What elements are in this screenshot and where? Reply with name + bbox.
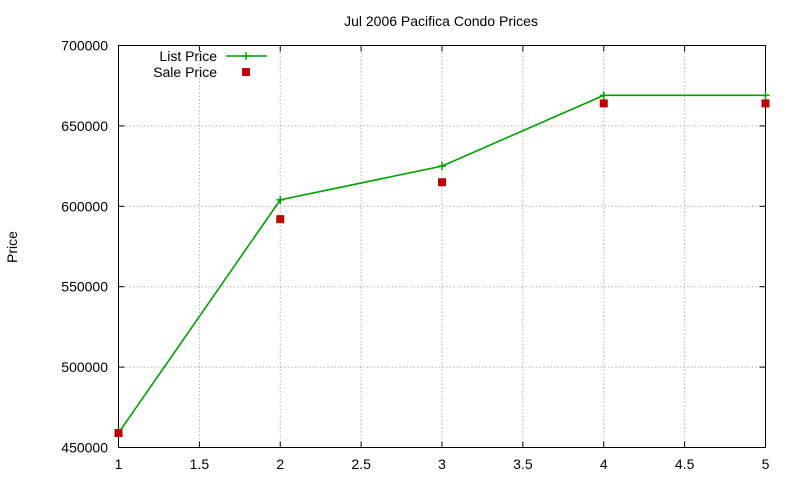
y-tick-label: 450000 xyxy=(61,440,108,456)
x-tick-label: 4.5 xyxy=(675,456,695,472)
list-price-point xyxy=(599,91,608,100)
x-tick-label: 1.5 xyxy=(190,456,210,472)
sale-price-point xyxy=(438,178,446,187)
x-tick-label: 2 xyxy=(276,456,284,472)
list-price-line xyxy=(117,94,766,434)
y-axis-label: Price xyxy=(4,231,20,263)
y-tick-label: 500000 xyxy=(61,359,108,375)
y-tick-label: 550000 xyxy=(61,279,108,295)
x-tick-label: 2.5 xyxy=(351,456,371,472)
legend-label-list-price: List Price xyxy=(159,48,217,64)
x-tick-label: 4 xyxy=(600,456,608,472)
axis-ticks: 1 1.5 2 2.5 3 3.5 4 4.5 5 450000 500000 550000 60000… xyxy=(61,38,769,473)
list-price-point xyxy=(438,162,446,171)
sale-price-point xyxy=(599,99,608,108)
legend-marker-sale-price xyxy=(242,68,250,76)
sale-price-point xyxy=(761,99,770,108)
list-price-point xyxy=(761,91,770,100)
legend-marker-list-price xyxy=(242,52,250,60)
grid-lines xyxy=(118,45,766,448)
x-tick-label: 5 xyxy=(762,456,770,472)
plot-border xyxy=(118,45,766,448)
chart-title: Jul 2006 Pacifica Condo Prices xyxy=(344,13,538,29)
list-price-point xyxy=(276,195,285,204)
sale-price-point xyxy=(114,429,123,438)
x-tick-label: 1 xyxy=(115,456,123,472)
x-tick-label: 3.5 xyxy=(513,456,533,472)
legend-label-sale-price: Sale Price xyxy=(153,64,217,80)
y-tick-label: 650000 xyxy=(61,118,108,134)
sale-price-point xyxy=(276,215,285,224)
series-layer xyxy=(114,91,770,438)
y-tick-label: 700000 xyxy=(61,38,108,54)
x-tick-label: 3 xyxy=(438,456,446,472)
y-tick-label: 600000 xyxy=(61,198,108,214)
